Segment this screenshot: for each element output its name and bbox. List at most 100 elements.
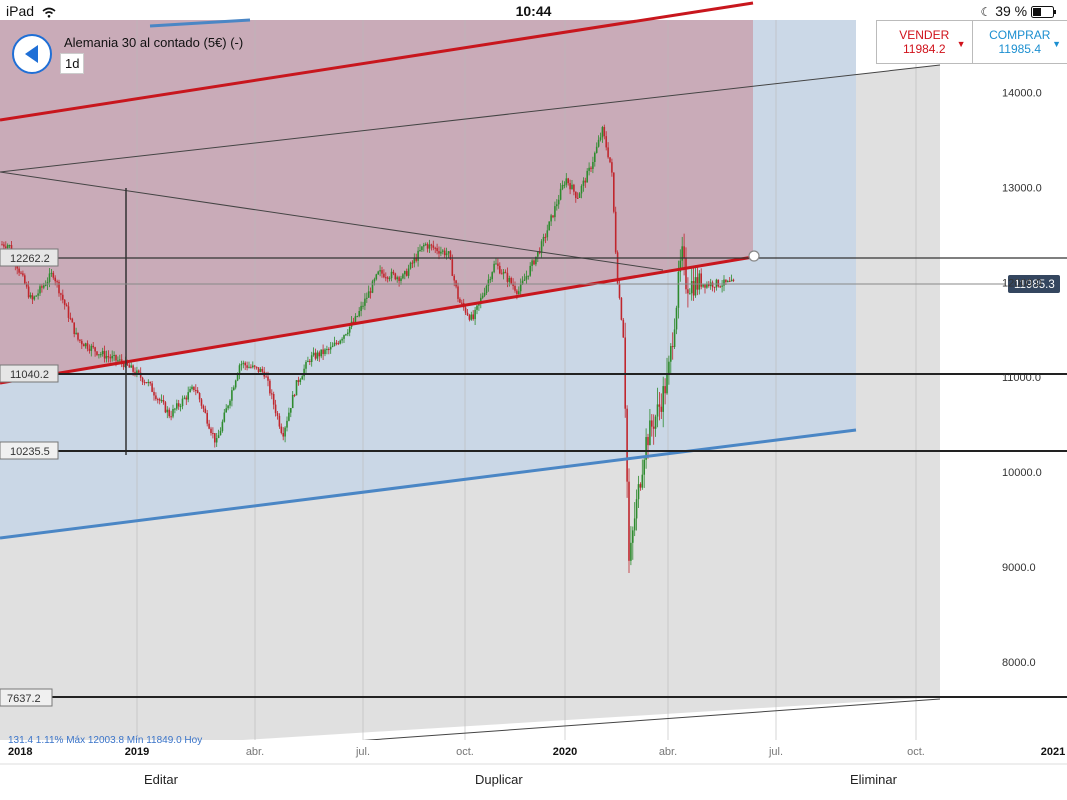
candle-down [426,244,429,249]
candle-down [696,277,699,290]
candle-down [322,349,324,355]
candle-up [523,279,526,281]
sell-button[interactable]: VENDER 11984.2 ▼ [877,21,972,63]
candle-up [670,346,672,362]
vertical-grid [136,20,917,740]
candle-down [109,357,112,359]
candle-down [514,285,516,291]
sell-dropdown-icon[interactable]: ▼ [956,39,966,49]
candle-down [54,277,56,282]
candle-down [261,368,264,372]
stats-readout: 131.4 1.11% Máx 12003.8 Mín 11849.0 Hoy [8,735,202,746]
x-axis: 2018 2019 abr. jul. oct. 2020 abr. jul. oct. 2021 [8,746,1065,758]
candle-down [392,271,395,274]
candle-down [504,271,507,273]
candle-down [611,162,613,173]
y-tick-label: 11000.0 [1002,372,1041,384]
candle-up [491,272,493,280]
candle-up [29,295,32,298]
candle-up [673,329,676,347]
candle-down [193,386,195,391]
candle-down [170,416,172,418]
candle-down [671,346,674,348]
candle-down [185,397,188,400]
thin-upper-trendline[interactable] [0,64,941,173]
status-bar: iPad 10:44 ☾ 39 % [0,0,1067,22]
trendline-handle[interactable] [748,250,760,262]
candle-up [423,244,425,247]
candle-down [115,355,117,361]
candle-up [354,316,357,323]
candle-down [162,400,165,403]
candle-up [105,356,108,359]
candle-up [592,161,594,169]
candle-up [483,292,486,296]
candle-down [459,298,461,303]
candle-down [411,262,414,264]
candle-up [310,355,313,363]
back-button[interactable] [12,34,52,74]
duplicate-button[interactable]: Duplicar [475,772,523,787]
candle-up [98,354,100,356]
svg-text:10235.5: 10235.5 [10,446,50,458]
candle-down [500,273,503,275]
buy-dropdown-icon[interactable]: ▼ [1052,39,1061,49]
candle-up [284,427,286,437]
candle-up [428,244,431,249]
candle-down [386,277,389,279]
candle-up [236,374,239,381]
candle-up [679,260,682,272]
timeframe-selector[interactable]: 1d [60,53,85,74]
candle-up [557,199,560,205]
candle-up [721,285,723,287]
battery-percent: 39 % [995,3,1028,19]
candle-up [675,307,678,330]
candle-up [440,251,442,254]
candle-up [690,281,693,294]
candle-up [360,305,362,312]
candle-up [6,245,9,248]
candle-down [398,277,400,281]
thin-diagonal-trendline[interactable] [0,171,664,271]
candle-up [101,350,104,355]
candle-down [96,351,98,355]
candle-up [635,499,638,519]
candle-up [343,335,345,339]
candle-down [457,286,459,299]
candle-down [88,348,91,351]
x-tick-label: 2018 [8,746,32,758]
candle-up [706,283,708,288]
candle-up [371,281,374,293]
candle-up [290,408,292,413]
candle-down [732,279,735,281]
candle-up [316,352,319,359]
candle-down [328,349,330,351]
candle-up [527,275,530,277]
blue-upper-trendline[interactable] [149,18,251,28]
thin-bottom-trendline[interactable] [299,698,941,746]
candle-down [335,342,338,344]
candle-up [329,346,332,350]
candle-up [181,398,184,407]
candle-up [288,412,290,421]
candle-up [630,542,632,561]
candle-up [248,366,250,368]
candle-up [50,272,53,274]
candle-down [22,273,24,276]
red-upper-trendline[interactable] [0,1,754,122]
candle-down [700,273,702,287]
candle-up [358,311,360,317]
candle-down [687,289,689,294]
edit-button[interactable]: Editar [144,772,178,787]
candle-down [383,273,385,278]
buy-button[interactable]: COMPRAR 11985.4 ▼ [971,21,1067,63]
candle-down [63,299,66,305]
delete-button[interactable]: Eliminar [850,772,897,787]
level-label-11040: 11040.2 [0,364,59,383]
candle-up [424,244,427,246]
candle-up [331,345,334,347]
candle-up [442,250,444,252]
candle-down [394,273,397,280]
blue-lower-trendline[interactable] [0,428,857,540]
